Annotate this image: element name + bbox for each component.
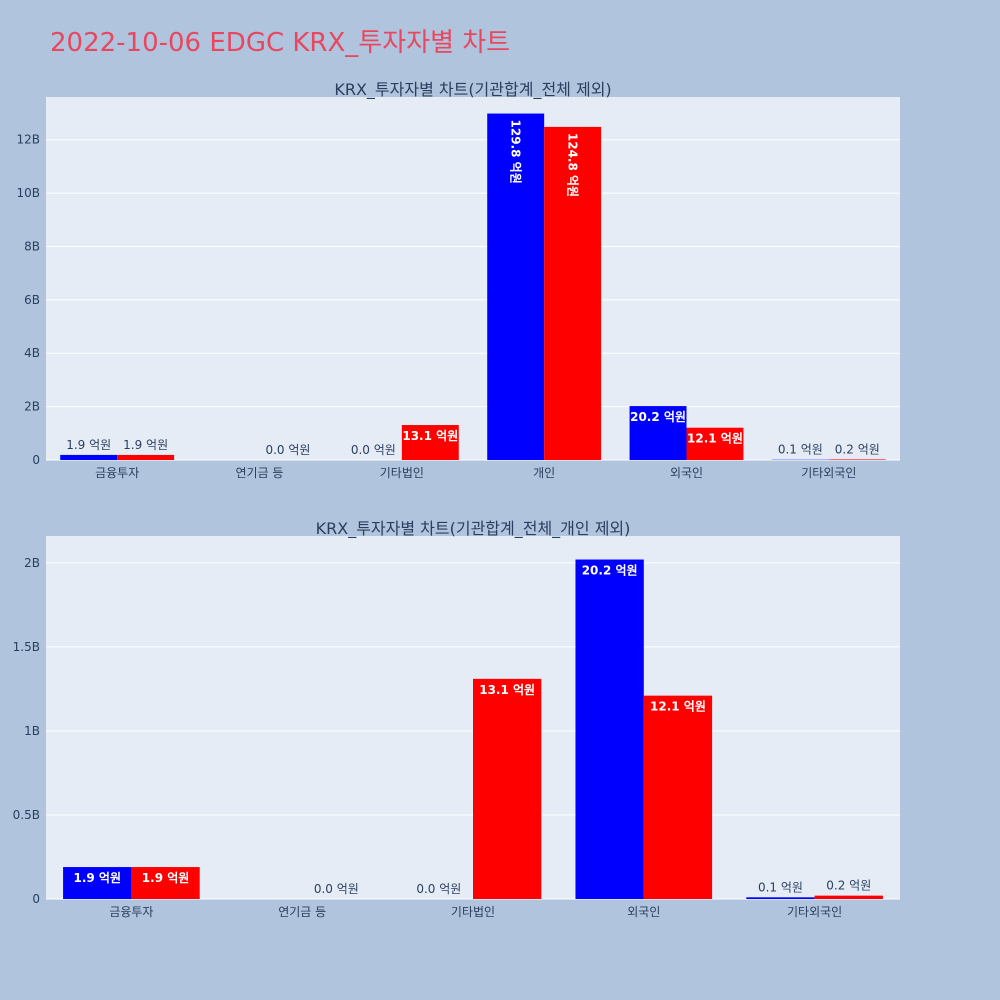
y-tick-label: 12B	[16, 133, 40, 147]
data-label: 1.9 억원	[73, 871, 121, 885]
data-label: 13.1 억원	[402, 429, 458, 443]
data-label: 1.9 억원	[123, 438, 168, 452]
x-tick-label: 기타외국인	[787, 905, 842, 919]
bar-series2	[473, 678, 542, 899]
data-label: 0.0 억원	[351, 443, 396, 457]
x-tick-label: 외국인	[670, 466, 703, 480]
bar-series2	[401, 425, 459, 460]
data-label: 1.9 억원	[142, 871, 190, 885]
investor-bar-chart-1: 0 2B 4B 6B 8B 10B 12B KRX_투자자별 차트(기관합계_전체 제외) 금융…	[16, 80, 900, 480]
y-tick-label: 6B	[24, 293, 40, 307]
chart-title: KRX_투자자별 차트(기관합계_전체_개인 제외)	[316, 519, 631, 539]
data-label: 0.1 억원	[758, 880, 803, 894]
y-tick-label: 1B	[24, 724, 40, 738]
data-label: 1.9 억원	[66, 438, 111, 452]
y-tick-label: 1.5B	[13, 640, 40, 654]
x-tick-label: 기타법인	[380, 466, 424, 480]
data-label: 129.8 억원	[509, 120, 523, 184]
data-label: 0.0 억원	[314, 882, 359, 896]
data-label: 12.1 억원	[687, 432, 743, 446]
x-tick-label: 개인	[533, 466, 555, 480]
x-tick-label: 금융투자	[95, 466, 139, 480]
bar-series2	[686, 427, 744, 460]
x-tick-label: 외국인	[627, 905, 660, 919]
data-label: 13.1 억원	[479, 683, 535, 697]
data-label: 0.0 억원	[416, 882, 461, 896]
bar-series2	[814, 895, 883, 899]
y-tick-label: 0	[32, 892, 40, 906]
y-tick-label: 10B	[16, 186, 40, 200]
x-tick-label: 기타외국인	[801, 466, 856, 480]
data-label: 0.2 억원	[835, 442, 880, 456]
bar-series1	[746, 897, 815, 899]
data-label: 0.0 억원	[265, 443, 310, 457]
bar-series1	[629, 406, 687, 460]
data-label: 124.8 억원	[566, 133, 580, 197]
bar-series2	[828, 459, 886, 460]
bar-series2	[117, 454, 175, 460]
bar-series1	[487, 113, 545, 461]
data-label: 20.2 억원	[582, 564, 638, 578]
bar-series2	[643, 695, 713, 899]
chart-title: KRX_투자자별 차트(기관합계_전체 제외)	[334, 80, 611, 100]
plot-area	[46, 97, 900, 460]
y-tick-label: 4B	[24, 346, 40, 360]
x-tick-label: 금융투자	[109, 905, 153, 919]
y-tick-label: 8B	[24, 239, 40, 253]
data-label: 0.1 억원	[778, 443, 823, 457]
data-label: 20.2 억원	[630, 410, 686, 424]
bar-series1	[575, 559, 644, 899]
bar-series2	[544, 126, 602, 461]
x-tick-label: 기타법인	[451, 905, 495, 919]
y-tick-label: 0.5B	[13, 808, 40, 822]
bar-series1	[63, 867, 132, 899]
bar-series1	[60, 454, 118, 460]
x-tick-label: 연기금 등	[236, 466, 284, 480]
y-tick-label: 2B	[24, 556, 40, 570]
data-label: 12.1 억원	[650, 700, 706, 714]
page-title: 2022-10-06 EDGC KRX_투자자별 차트	[50, 28, 511, 58]
bar-series2	[131, 867, 200, 899]
x-tick-label: 연기금 등	[278, 905, 326, 919]
y-tick-label: 2B	[24, 400, 40, 414]
y-tick-label: 0	[32, 453, 40, 467]
data-label: 0.2 억원	[826, 879, 871, 893]
investor-bar-chart-2: 0 0.5B 1B 1.5B 2B KRX_투자자별 차트(기관합계_전체_개인 제외) 금…	[13, 519, 900, 919]
